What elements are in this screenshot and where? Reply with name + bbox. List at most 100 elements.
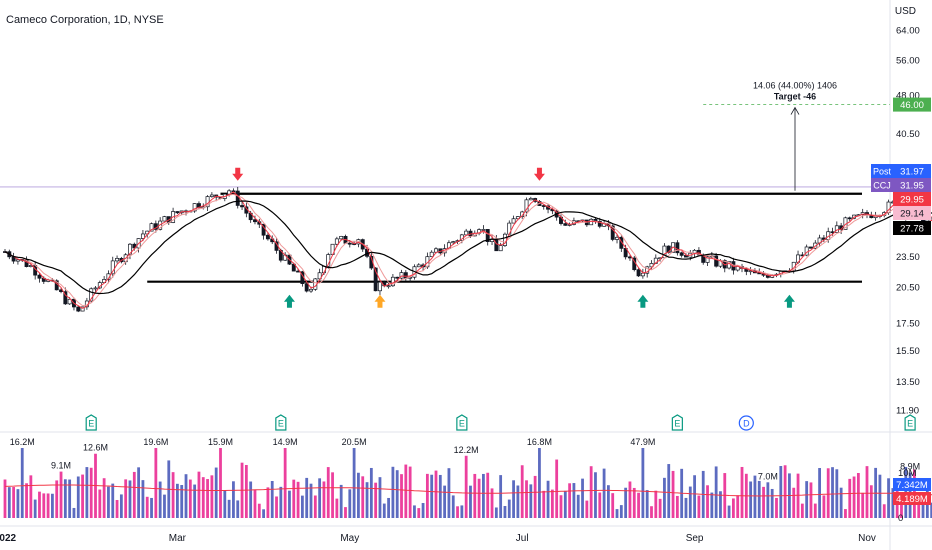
volume-tick-label: 0	[898, 513, 903, 524]
volume-bar	[72, 507, 76, 518]
volume-bar	[102, 478, 106, 518]
event-label: E	[88, 419, 94, 429]
candle-body	[265, 234, 270, 240]
candle-body	[524, 199, 529, 213]
volume-bar	[111, 483, 115, 518]
volume-bar	[572, 483, 576, 518]
volume-bar	[46, 493, 50, 518]
y-tick-label: 23.50	[896, 252, 920, 263]
candle-body	[485, 229, 490, 242]
price-value: 46.00	[900, 100, 924, 111]
volume-bar	[568, 483, 572, 518]
volume-bar	[98, 489, 102, 518]
volume-bar	[507, 499, 511, 518]
buy-arrow	[637, 294, 649, 308]
volume-bar	[81, 474, 84, 518]
candle-body	[809, 246, 813, 249]
volume-bar	[710, 492, 714, 518]
volume-bar	[671, 470, 675, 518]
y-tick-label: 56.00	[896, 56, 920, 67]
volume-bar	[456, 506, 459, 518]
volume-bar	[279, 486, 283, 518]
volume-bar	[313, 495, 317, 518]
volume-bar	[288, 490, 291, 518]
measure-label: 14.06 (44.00%) 1406	[753, 81, 837, 91]
volume-bar	[598, 492, 602, 518]
volume-label: 8.9M	[900, 462, 920, 472]
candle-body	[498, 245, 503, 252]
candle-body	[110, 260, 115, 275]
volume-bar	[736, 495, 740, 518]
volume-bar	[89, 467, 93, 518]
candle-body	[528, 198, 533, 201]
price-value: 31.95	[900, 181, 924, 192]
volume-bar	[663, 477, 666, 518]
volume-bar	[283, 448, 287, 518]
volume-bar	[490, 488, 494, 518]
candle-body	[63, 291, 68, 305]
earnings-marker	[671, 414, 683, 431]
volume-bar	[482, 473, 485, 518]
sell-arrow	[232, 167, 244, 181]
volume-bar	[675, 495, 679, 518]
buy-arrow	[374, 294, 386, 308]
volume-bar	[607, 485, 610, 518]
volume-bar	[421, 503, 425, 518]
earnings-marker	[456, 414, 468, 431]
axes: 64.00 56.00 48.00 40.50 23.50 20.50 17.50 15.50…	[0, 26, 920, 545]
candle-body	[679, 252, 684, 256]
volume-bar	[300, 495, 304, 518]
price-tag: Post	[873, 167, 892, 177]
volume-bar	[594, 472, 597, 518]
candle-body	[309, 288, 313, 292]
candles	[3, 186, 932, 313]
volume-bar	[882, 504, 886, 518]
candle-body	[399, 272, 404, 279]
candle-body	[140, 233, 145, 239]
candle-body	[235, 190, 240, 206]
volume-bar	[865, 466, 869, 518]
volume-bar	[128, 480, 132, 518]
candle-body	[481, 229, 486, 231]
volume-bar	[542, 490, 546, 518]
volume-bar	[184, 474, 188, 518]
volume-bar	[637, 492, 640, 518]
candle-body	[520, 211, 525, 217]
volume-bar	[499, 475, 503, 518]
target-label: Target -46	[774, 92, 816, 102]
volume-bar	[339, 484, 343, 518]
volume-bar	[757, 480, 761, 518]
candle-body	[714, 255, 719, 267]
volume-bar	[38, 491, 41, 518]
price-value: 29.14	[900, 209, 924, 220]
event-label: D	[743, 419, 750, 429]
x-tick-label: May	[340, 533, 359, 544]
volume-bar	[193, 484, 197, 518]
volume-bar	[546, 480, 550, 518]
candle-body	[451, 241, 456, 244]
volume-bar	[326, 467, 330, 518]
volume-label: 15.9M	[208, 437, 233, 447]
price-tag: CCJ	[873, 181, 891, 191]
volume-bar	[585, 500, 589, 518]
volume-bar	[839, 487, 843, 518]
candle-body	[541, 205, 546, 207]
volume-bar	[270, 481, 274, 518]
volume-bar	[641, 448, 645, 518]
volume-bar	[51, 493, 54, 518]
volume-bar	[770, 488, 774, 518]
volume-value-tag	[893, 478, 931, 491]
y-tick-label: 17.50	[896, 318, 920, 329]
volume-bar	[434, 470, 438, 518]
support-resistance-levels	[0, 104, 890, 283]
candle-body	[128, 243, 132, 256]
volume-bar	[20, 448, 24, 518]
candle-body	[675, 242, 680, 254]
volume-label: 12.6M	[83, 443, 108, 453]
fast-ma-line	[4, 193, 932, 307]
candle-body	[386, 285, 391, 288]
volume-bar	[197, 471, 201, 518]
volume-bar	[150, 497, 153, 518]
volume-bar	[775, 497, 778, 518]
